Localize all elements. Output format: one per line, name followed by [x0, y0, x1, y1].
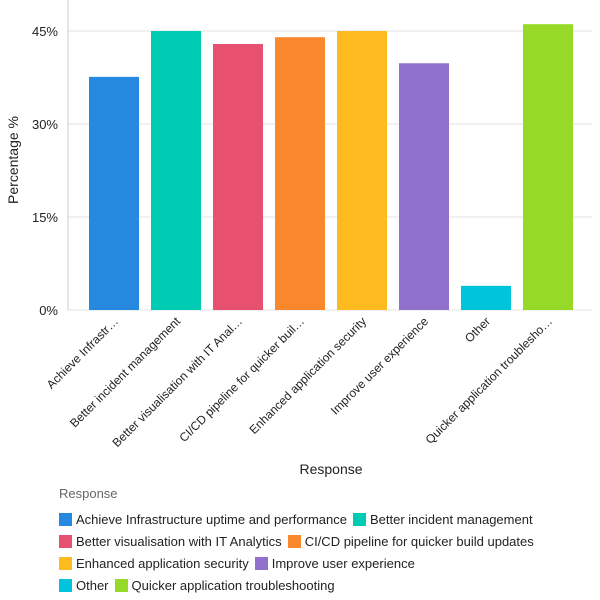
legend-label: Other	[76, 577, 109, 593]
x-tick-label: Better incident management	[67, 314, 183, 430]
bar-3	[275, 37, 325, 310]
legend-item[interactable]: CI/CD pipeline for quicker build updates	[287, 530, 534, 552]
legend-swatch	[59, 534, 72, 548]
legend-label: Better incident management	[369, 511, 533, 527]
bar-2	[213, 44, 263, 311]
x-tick-label: Enhanced application security	[246, 314, 369, 437]
legend-item[interactable]: Other	[59, 574, 109, 596]
y-axis-title: Percentage %	[5, 116, 21, 204]
legend-item[interactable]: Better visualisation with IT Analytics	[59, 530, 282, 552]
legend-label: Improve user experience	[271, 555, 415, 571]
bar-1	[151, 31, 201, 310]
bar-chart: 0%15%30%45%Achieve Infrastr…Better incid…	[5, 0, 592, 477]
x-tick-label: Quicker application troublesho…	[423, 314, 556, 447]
legend-swatch	[254, 556, 268, 570]
legend-swatch	[59, 512, 72, 526]
y-tick-label: 15%	[32, 210, 58, 225]
x-tick-label: CI/CD pipeline for quicker buil…	[176, 314, 307, 445]
bar-0	[89, 76, 139, 310]
legend-swatch	[114, 578, 128, 592]
legend-label: Enhanced application security	[76, 555, 249, 571]
legend-label: Better visualisation with IT Analytics	[76, 533, 282, 549]
x-tick-label: Better visualisation with IT Anal…	[109, 314, 245, 450]
legend-item[interactable]: Quicker application troubleshooting	[114, 574, 335, 596]
y-tick-label: 30%	[32, 117, 58, 132]
y-tick-label: 0%	[39, 303, 58, 318]
legend-swatch	[59, 556, 72, 570]
legend-item[interactable]: Enhanced application security	[59, 552, 249, 574]
x-axis-title: Response	[299, 461, 362, 477]
legend-label: CI/CD pipeline for quicker build updates	[304, 533, 534, 549]
bar-4	[337, 31, 387, 310]
bar-7	[523, 24, 573, 311]
x-tick-label: Other	[462, 314, 493, 345]
legend-item[interactable]: Better incident management	[352, 508, 533, 530]
legend-swatch	[287, 534, 301, 548]
legend-title: Response	[59, 486, 118, 501]
legend-swatch	[352, 512, 366, 526]
bar-6	[461, 285, 511, 310]
legend-item[interactable]: Improve user experience	[254, 552, 415, 574]
legend-swatch	[59, 578, 72, 592]
bar-5	[399, 63, 449, 310]
legend-label: Achieve Infrastructure uptime and perfor…	[76, 511, 347, 527]
y-tick-label: 45%	[32, 24, 58, 39]
legend-label: Quicker application troubleshooting	[131, 577, 335, 593]
legend-item[interactable]: Achieve Infrastructure uptime and perfor…	[59, 508, 347, 530]
legend: Achieve Infrastructure uptime and perfor…	[59, 508, 599, 596]
